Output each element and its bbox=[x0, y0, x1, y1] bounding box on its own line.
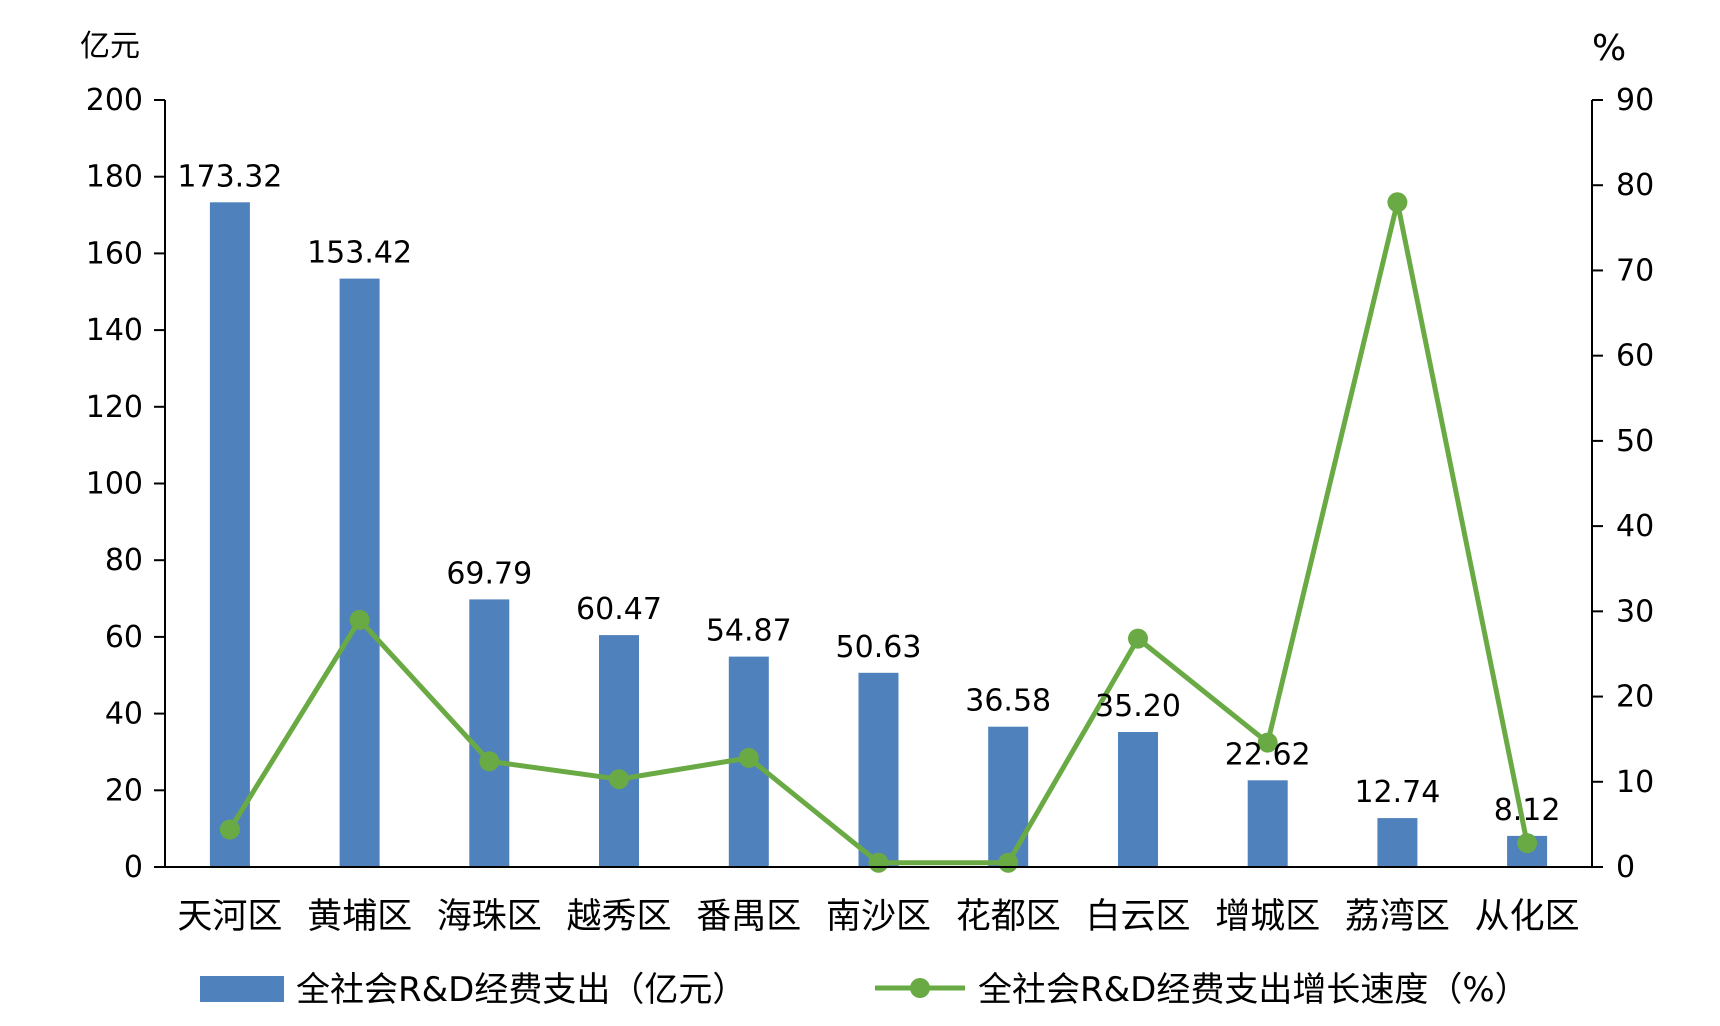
y-right-tick-label: 50 bbox=[1616, 424, 1654, 459]
y-right-tick-label: 90 bbox=[1616, 83, 1654, 118]
growth-point bbox=[1387, 192, 1408, 213]
bar-data-label: 54.87 bbox=[706, 614, 792, 649]
y-left-tick-label: 200 bbox=[86, 83, 143, 118]
bar bbox=[339, 278, 380, 868]
y-left-tick-label: 100 bbox=[86, 467, 143, 502]
y-left-tick-label: 60 bbox=[105, 620, 143, 655]
bar-data-label: 173.32 bbox=[177, 159, 282, 194]
y-right-tick-label: 10 bbox=[1616, 765, 1654, 800]
bar-data-label: 69.79 bbox=[446, 556, 532, 591]
y-left-tick-label: 140 bbox=[86, 313, 143, 348]
x-tick-label: 海珠区 bbox=[437, 897, 542, 937]
bar bbox=[988, 726, 1029, 867]
y-left-tick-label: 180 bbox=[86, 160, 143, 195]
y-right-tick-label: 30 bbox=[1616, 594, 1654, 629]
growth-point bbox=[609, 769, 629, 790]
bar-data-label: 22.62 bbox=[1225, 737, 1311, 772]
legend-label-bar: 全社会R&D经费支出（亿元） bbox=[296, 970, 746, 1010]
bar bbox=[1247, 780, 1288, 867]
bar-data-label: 50.63 bbox=[836, 630, 922, 665]
y-left-axis-title: 亿元 bbox=[80, 29, 140, 64]
growth-point bbox=[349, 609, 370, 630]
y-right-tick-label: 20 bbox=[1616, 680, 1654, 715]
y-right-axis-title: % bbox=[1592, 28, 1626, 69]
bar-data-label: 35.20 bbox=[1095, 689, 1181, 724]
bar bbox=[858, 672, 899, 867]
y-right-tick-label: 80 bbox=[1616, 168, 1654, 203]
legend-swatch-marker bbox=[910, 978, 930, 998]
growth-point bbox=[998, 852, 1019, 873]
axes-layer: 0 20 40 60 80 100 120 140 160 180 200 亿元 0 10 20 30 40 50… bbox=[80, 28, 1654, 937]
legend: 全社会R&D经费支出（亿元） 全社会R&D经费支出增长速度（%） bbox=[200, 970, 1529, 1010]
x-tick-label: 南沙区 bbox=[826, 897, 931, 937]
bar bbox=[1118, 732, 1158, 867]
bar-data-label: 36.58 bbox=[965, 684, 1051, 719]
bar bbox=[209, 202, 250, 868]
labels-layer: 173.32 153.42 69.79 60.47 54.87 50.63 36.58 35.… bbox=[177, 159, 1560, 828]
y-left-tick-label: 0 bbox=[124, 850, 143, 885]
x-tick-label: 荔湾区 bbox=[1345, 897, 1450, 937]
y-right-tick-label: 0 bbox=[1616, 850, 1635, 885]
y-left-tick-label: 120 bbox=[86, 390, 143, 425]
bar-data-label: 8.12 bbox=[1494, 793, 1561, 828]
x-tick-label: 番禺区 bbox=[696, 897, 801, 937]
x-tick-label: 天河区 bbox=[177, 897, 282, 937]
y-right-tick-label: 40 bbox=[1616, 509, 1654, 544]
growth-point bbox=[738, 747, 759, 768]
y-left-tick-label: 80 bbox=[105, 543, 143, 578]
growth-point bbox=[479, 751, 500, 772]
growth-point bbox=[219, 819, 240, 840]
x-tick-label: 白云区 bbox=[1085, 897, 1190, 937]
growth-point bbox=[1257, 732, 1278, 753]
legend-swatch-bar bbox=[200, 976, 284, 1002]
bar-data-label: 60.47 bbox=[576, 592, 662, 627]
y-left-tick-label: 20 bbox=[105, 773, 143, 808]
y-left-tick-label: 40 bbox=[105, 697, 143, 732]
bar bbox=[1377, 818, 1418, 867]
y-right-tick-label: 60 bbox=[1616, 339, 1654, 374]
x-tick-label: 越秀区 bbox=[566, 897, 671, 937]
growth-point bbox=[868, 852, 889, 873]
growth-point bbox=[1128, 628, 1148, 649]
x-tick-label: 黄埔区 bbox=[307, 897, 412, 937]
x-tick-label: 从化区 bbox=[1475, 897, 1580, 937]
y-right-tick-label: 70 bbox=[1616, 253, 1654, 288]
y-left-tick-label: 160 bbox=[86, 236, 143, 271]
bars-layer bbox=[209, 202, 1548, 868]
growth-point bbox=[1517, 833, 1538, 854]
x-tick-label: 增城区 bbox=[1215, 897, 1320, 937]
bar-data-label: 153.42 bbox=[307, 236, 412, 271]
x-tick-label: 花都区 bbox=[956, 897, 1061, 937]
bar-data-label: 12.74 bbox=[1354, 775, 1440, 810]
bar bbox=[599, 635, 639, 867]
bar bbox=[469, 599, 510, 867]
legend-label-line: 全社会R&D经费支出增长速度（%） bbox=[978, 970, 1529, 1010]
